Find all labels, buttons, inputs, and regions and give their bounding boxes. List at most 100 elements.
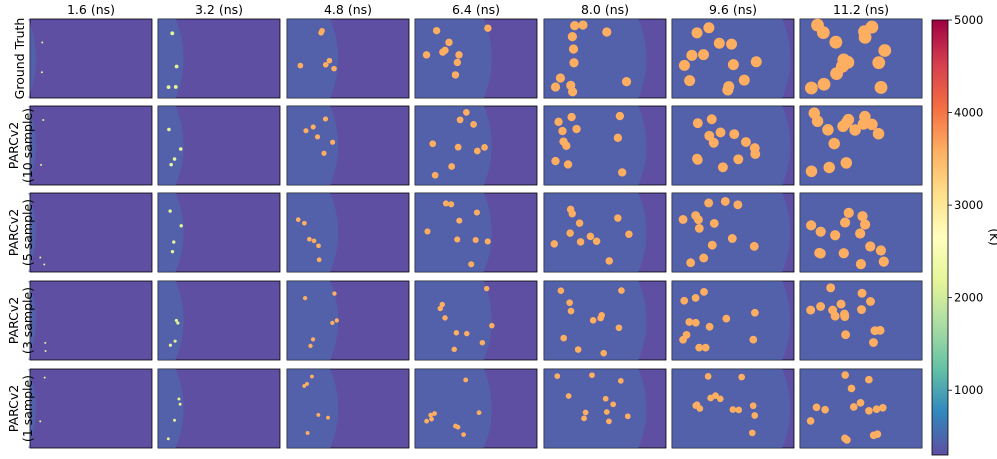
hotspot [306,236,312,242]
column-title: 11.2 (ns) [833,2,889,17]
hotspot [865,241,876,252]
hotspot [330,139,336,145]
row-label: PARCv2(1 sample) [6,375,35,442]
heatmap-panel [157,192,281,273]
heatmap-panel [799,192,923,273]
hotspot [550,240,558,248]
hotspot [424,228,431,235]
hotspot [603,409,610,415]
hotspot [332,291,337,296]
hotspot [859,219,871,230]
hotspot [621,77,632,87]
row-label-line: (10 sample) [20,108,35,183]
hotspot [733,200,743,210]
hotspot [749,241,759,251]
hotspot [823,161,835,174]
hotspot [828,305,838,315]
heatmap-panel [671,280,795,361]
hotspot [709,219,719,228]
heatmap-panel [671,105,795,186]
hotspot [678,59,690,71]
shocked-region [672,19,791,98]
panel-background [29,192,153,273]
hotspot [453,330,460,336]
hotspot [454,236,461,243]
heatmap-grid [28,18,923,449]
hotspot [295,217,301,223]
hotspot [326,57,333,64]
hotspot [43,263,46,266]
colorbar-ticks: 1000 2000 3000 4000 5000 [948,13,983,397]
hotspot [875,245,887,256]
hotspot [566,229,574,237]
heatmap-panel [799,18,923,99]
hotspot [167,127,171,132]
heatmap-panel [414,105,538,186]
hotspot [696,405,704,412]
heatmap-panel [543,105,667,186]
hotspot [331,65,337,72]
hotspot [554,117,563,126]
hotspot [879,403,887,412]
hotspot [814,247,825,259]
hotspot [733,154,744,165]
hotspot [568,209,576,218]
hotspot [422,51,431,59]
hotspot [600,349,607,357]
hotspot [432,411,437,416]
hotspot [297,62,304,69]
hotspot [574,346,582,353]
shocked-region [672,193,791,272]
hotspot [735,406,743,414]
hotspot [476,410,482,416]
hotspot [473,147,481,155]
hotspot [322,116,329,122]
hotspot [429,140,437,148]
hotspot [740,137,751,147]
hotspot [836,299,846,309]
hotspot [694,215,703,225]
hotspot [874,81,888,94]
heatmap-panel [799,105,923,186]
hotspot [678,215,688,224]
heatmap-panel [543,18,667,99]
shocked-region [287,369,339,448]
hotspot [172,240,176,244]
hotspot [567,32,577,42]
hotspot [484,238,491,245]
hotspot [473,209,480,216]
heatmap-panel [286,280,410,361]
shocked-region [287,193,339,272]
hotspot [464,330,470,337]
hotspot [484,24,492,32]
hotspot [704,198,714,208]
hotspot [692,154,703,165]
hotspot [463,377,469,383]
hotspot [707,240,717,250]
hotspot [806,220,817,231]
hotspot [173,418,176,422]
colorbar-tick-label: 2000 [954,291,983,305]
hotspot [589,317,597,324]
hotspot [841,330,851,340]
hotspot [829,35,843,49]
shocked-region [158,193,184,272]
hotspot [551,156,560,166]
hotspot [617,377,624,384]
shocked-region [415,106,492,185]
hotspot [857,305,866,314]
hotspot [576,238,585,246]
hotspot [750,56,762,68]
hotspot [826,283,836,293]
heatmap-panel [671,368,795,449]
hotspot [168,209,172,213]
hotspot [738,373,746,381]
hotspot [857,288,867,298]
hotspot [166,85,171,90]
hotspot [727,234,737,243]
row-label: PARCv2(3 sample) [6,287,35,354]
heatmap-panel [671,192,795,273]
hotspot [821,405,829,414]
